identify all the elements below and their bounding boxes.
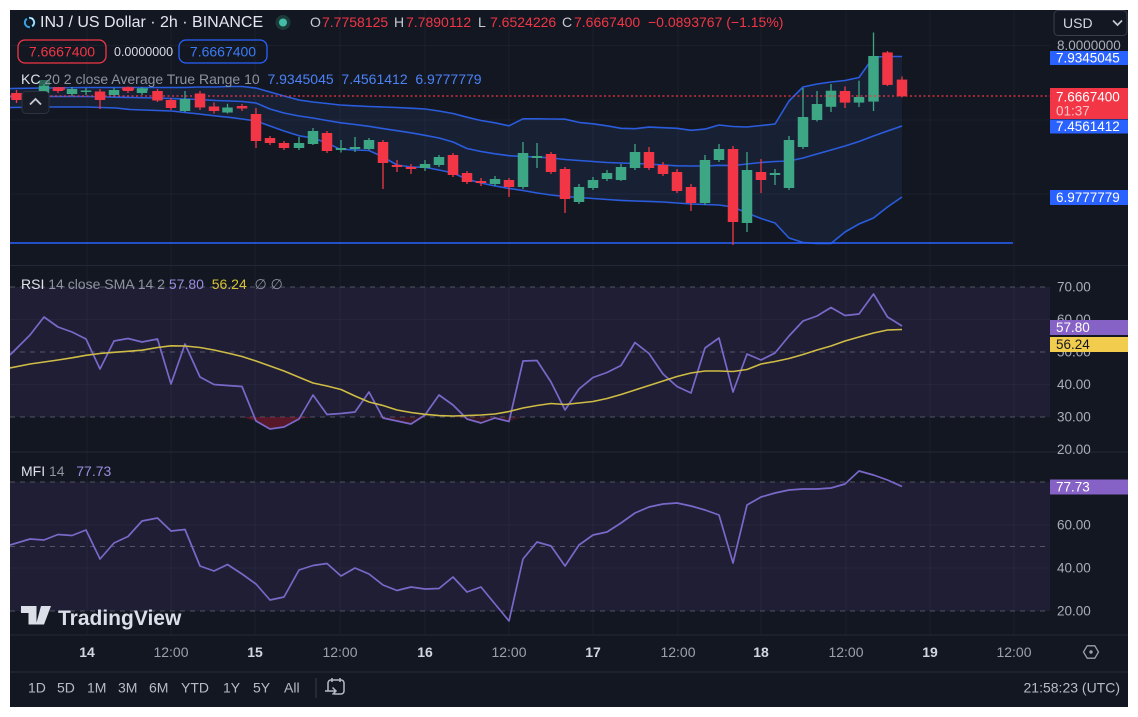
svg-text:INJ / US Dollar · 2h · BINANCE: INJ / US Dollar · 2h · BINANCE bbox=[40, 14, 263, 31]
svg-text:All: All bbox=[284, 680, 300, 696]
svg-text:19: 19 bbox=[922, 644, 938, 660]
svg-text:5Y: 5Y bbox=[253, 680, 271, 696]
svg-text:16: 16 bbox=[417, 644, 433, 660]
svg-text:YTD: YTD bbox=[181, 680, 209, 696]
svg-text:RSI 14 close SMA 14 2 57.80 5: RSI 14 close SMA 14 2 57.80 56.24 ∅ ∅ bbox=[21, 276, 283, 292]
svg-text:7.6667400: 7.6667400 bbox=[29, 43, 95, 59]
svg-text:12:00: 12:00 bbox=[322, 644, 357, 660]
svg-text:C: C bbox=[562, 14, 572, 30]
svg-text:O: O bbox=[310, 14, 321, 30]
svg-text:20.00: 20.00 bbox=[1057, 604, 1091, 619]
svg-text:7.9345045: 7.9345045 bbox=[1056, 51, 1120, 66]
svg-text:60.00: 60.00 bbox=[1057, 518, 1091, 533]
svg-text:KC 20 2 close Average True Ran: KC 20 2 close Average True Range 10 7.93… bbox=[21, 71, 482, 87]
svg-text:7.6667400: 7.6667400 bbox=[574, 14, 640, 30]
svg-text:30.00: 30.00 bbox=[1057, 410, 1091, 425]
svg-text:7.7758125: 7.7758125 bbox=[322, 14, 388, 30]
svg-text:MFI 14 77.73: MFI 14 77.73 bbox=[21, 463, 111, 479]
svg-text:6M: 6M bbox=[149, 680, 168, 696]
svg-text:14: 14 bbox=[79, 644, 95, 660]
svg-text:TradingView: TradingView bbox=[58, 607, 182, 630]
svg-text:20.00: 20.00 bbox=[1057, 442, 1091, 457]
svg-text:12:00: 12:00 bbox=[660, 644, 695, 660]
svg-text:5D: 5D bbox=[57, 680, 75, 696]
svg-text:3M: 3M bbox=[118, 680, 137, 696]
svg-text:57.80: 57.80 bbox=[1056, 320, 1090, 335]
svg-text:12:00: 12:00 bbox=[491, 644, 526, 660]
svg-text:17: 17 bbox=[585, 644, 601, 660]
svg-text:12:00: 12:00 bbox=[828, 644, 863, 660]
svg-text:40.00: 40.00 bbox=[1057, 377, 1091, 392]
svg-text:12:00: 12:00 bbox=[153, 644, 188, 660]
svg-text:12:00: 12:00 bbox=[996, 644, 1031, 660]
svg-text:USD: USD bbox=[1063, 15, 1093, 31]
svg-text:L: L bbox=[478, 14, 486, 30]
svg-text:1D: 1D bbox=[28, 680, 46, 696]
svg-text:7.6667400: 7.6667400 bbox=[1056, 90, 1120, 105]
svg-text:7.6667400: 7.6667400 bbox=[190, 43, 256, 59]
svg-text:21:58:23 (UTC): 21:58:23 (UTC) bbox=[1024, 680, 1120, 696]
svg-text:H: H bbox=[394, 14, 404, 30]
svg-text:−0.0893767 (−1.15%): −0.0893767 (−1.15%) bbox=[648, 14, 783, 30]
svg-text:8.0000000: 8.0000000 bbox=[1057, 38, 1121, 53]
svg-text:0.0000000: 0.0000000 bbox=[114, 45, 173, 59]
svg-text:7.7890112: 7.7890112 bbox=[406, 14, 471, 30]
svg-text:56.24: 56.24 bbox=[1056, 337, 1090, 352]
svg-text:77.73: 77.73 bbox=[1056, 480, 1090, 495]
svg-text:6.9777779: 6.9777779 bbox=[1056, 190, 1120, 205]
svg-text:40.00: 40.00 bbox=[1057, 561, 1091, 576]
svg-text:7.6524226: 7.6524226 bbox=[490, 14, 556, 30]
svg-text:1M: 1M bbox=[87, 680, 106, 696]
svg-text:1Y: 1Y bbox=[223, 680, 241, 696]
svg-text:01:37: 01:37 bbox=[1056, 104, 1090, 119]
svg-text:15: 15 bbox=[247, 644, 263, 660]
svg-text:7.4561412: 7.4561412 bbox=[1056, 119, 1120, 134]
svg-text:70.00: 70.00 bbox=[1057, 280, 1091, 295]
svg-text:18: 18 bbox=[753, 644, 769, 660]
